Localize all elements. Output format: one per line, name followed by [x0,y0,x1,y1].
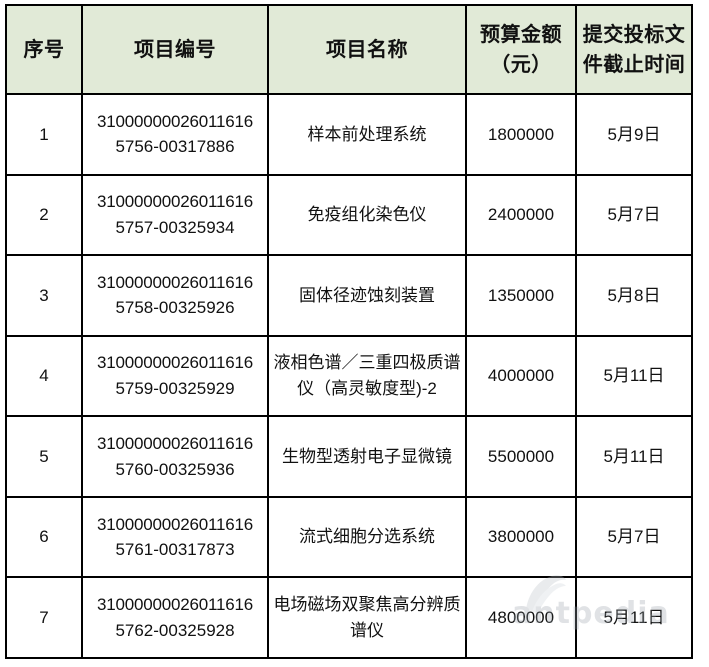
column-header-project-name-line-1: 项目名称 [326,38,408,61]
column-header-bid-deadline-line-2: 件截止时间 [582,53,686,76]
project-code-line-1: 31000000026011616 [96,353,254,373]
project-code-line-2: 5756-00317886 [115,137,235,157]
column-header-bid-deadline: 提交投标文 件截止时间 [575,4,693,95]
column-header-budget-amount-line-1: 预算金额 [480,23,562,46]
cell-budget-amount: 4000000 [465,334,577,418]
cell-bid-deadline: 5月11日 [575,334,693,418]
cell-project-name: 固体径迹蚀刻装置 [267,254,467,337]
project-code-line-2: 5758-00325926 [115,298,235,318]
cell-sequence: 7 [5,576,83,659]
project-code-line-2: 5761-00317873 [115,540,235,560]
column-header-project-code-line-1: 项目编号 [134,38,216,61]
table-row: 7 31000000026011616 5762-00325928 电场磁场双聚… [5,576,693,659]
cell-project-code: 31000000026011616 5758-00325926 [81,254,269,337]
column-header-project-code: 项目编号 [81,4,269,95]
bid-project-table: 序号 项目编号 项目名称 预算金额 （元） 提交投标文 件截止时间 [5,4,693,659]
table-row: 3 31000000026011616 5758-00325926 固体径迹蚀刻… [5,254,693,337]
project-code-line-1: 31000000026011616 [96,514,254,534]
project-code-line-2: 5757-00325934 [115,217,235,237]
column-header-sequence: 序号 [5,4,83,95]
cell-project-code: 31000000026011616 5759-00325929 [81,334,269,418]
project-code-line-1: 31000000026011616 [96,434,254,454]
project-code-line-1: 31000000026011616 [96,272,254,292]
cell-sequence: 4 [5,334,83,418]
cell-project-code: 31000000026011616 5762-00325928 [81,576,269,659]
cell-sequence: 3 [5,254,83,337]
cell-sequence: 6 [5,495,83,579]
cell-project-code: 31000000026011616 5761-00317873 [81,495,269,579]
table-body: 1 31000000026011616 5756-00317886 样本前处理系… [5,93,693,659]
cell-project-name: 免疫组化染色仪 [267,173,467,257]
cell-project-code: 31000000026011616 5757-00325934 [81,173,269,257]
cell-project-code: 31000000026011616 5760-00325936 [81,415,269,498]
cell-project-name: 生物型透射电子显微镜 [267,415,467,498]
cell-budget-amount: 4800000 [465,576,577,659]
project-code-line-1: 31000000026011616 [96,111,254,131]
cell-bid-deadline: 5月7日 [575,495,693,579]
column-header-budget-amount-line-2: （元） [490,53,552,76]
table-row: 2 31000000026011616 5757-00325934 免疫组化染色… [5,173,693,257]
project-code-line-2: 5762-00325928 [115,620,235,640]
table-header-row: 序号 项目编号 项目名称 预算金额 （元） 提交投标文 件截止时间 [5,4,693,95]
cell-bid-deadline: 5月8日 [575,254,693,337]
column-header-budget-amount: 预算金额 （元） [465,4,577,95]
cell-project-name: 样本前处理系统 [267,93,467,176]
column-header-bid-deadline-line-1: 提交投标文 [582,23,686,46]
cell-budget-amount: 3800000 [465,495,577,579]
table-row: 5 31000000026011616 5760-00325936 生物型透射电… [5,415,693,498]
cell-budget-amount: 5500000 [465,415,577,498]
cell-budget-amount: 1350000 [465,254,577,337]
table-row: 4 31000000026011616 5759-00325929 液相色谱／三… [5,334,693,418]
column-header-sequence-line-1: 序号 [23,38,65,61]
table-row: 6 31000000026011616 5761-00317873 流式细胞分选… [5,495,693,579]
cell-project-name: 流式细胞分选系统 [267,495,467,579]
column-header-project-name: 项目名称 [267,4,467,95]
cell-sequence: 1 [5,93,83,176]
cell-budget-amount: 1800000 [465,93,577,176]
cell-sequence: 5 [5,415,83,498]
cell-project-name: 电场磁场双聚焦高分辨质谱仪 [267,576,467,659]
cell-bid-deadline: 5月11日 [575,415,693,498]
bid-table-container: 序号 项目编号 项目名称 预算金额 （元） 提交投标文 件截止时间 [5,4,693,659]
cell-bid-deadline: 5月11日 [575,576,693,659]
cell-project-name: 液相色谱／三重四极质谱仪（高灵敏度型)-2 [267,334,467,418]
project-code-line-1: 31000000026011616 [96,192,254,212]
project-code-line-2: 5760-00325936 [115,459,235,479]
cell-project-code: 31000000026011616 5756-00317886 [81,93,269,176]
table-row: 1 31000000026011616 5756-00317886 样本前处理系… [5,93,693,176]
cell-sequence: 2 [5,173,83,257]
cell-bid-deadline: 5月9日 [575,93,693,176]
project-code-line-2: 5759-00325929 [115,378,235,398]
table-header: 序号 项目编号 项目名称 预算金额 （元） 提交投标文 件截止时间 [5,4,693,95]
cell-bid-deadline: 5月7日 [575,173,693,257]
cell-budget-amount: 2400000 [465,173,577,257]
project-code-line-1: 31000000026011616 [96,595,254,615]
